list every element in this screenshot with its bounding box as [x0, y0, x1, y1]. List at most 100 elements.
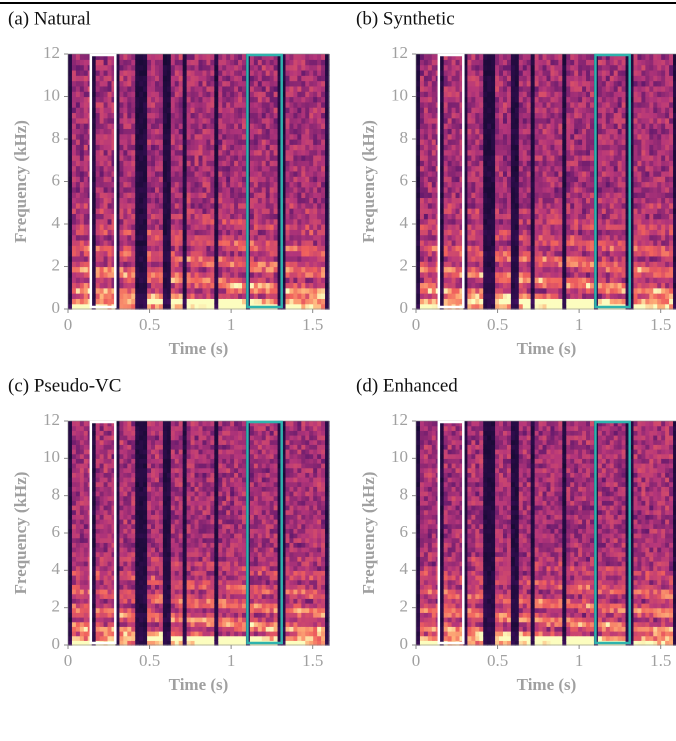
spectrogram-cell — [479, 282, 484, 288]
spectrogram-cell — [92, 229, 97, 235]
spectrogram-cell — [147, 75, 152, 81]
spectrogram-cell — [313, 86, 318, 92]
spectrogram-cell — [535, 91, 540, 97]
spectrogram-cell — [305, 187, 310, 193]
spectrogram-cell — [183, 261, 188, 267]
spectrogram-cell — [175, 70, 180, 76]
spectrogram-cell — [313, 118, 318, 124]
spectrogram-cell — [155, 197, 160, 203]
spectrogram-cell — [210, 298, 215, 304]
spectrogram-cell — [92, 282, 97, 288]
spectrogram-cell — [479, 288, 484, 294]
spectrogram-cell — [321, 150, 326, 156]
spectrogram-cell — [286, 123, 291, 129]
spectrogram-cell — [183, 150, 188, 156]
spectrogram-cell — [416, 97, 421, 103]
spectrogram-cell — [448, 229, 453, 235]
spectrogram-cell — [511, 97, 516, 103]
spectrogram-cell — [499, 75, 504, 81]
spectrogram-cell — [297, 139, 302, 145]
spectrogram-cell — [183, 176, 188, 182]
spectrogram-cell — [84, 107, 89, 113]
spectrogram-cell — [554, 81, 559, 87]
spectrogram-cell — [202, 65, 207, 71]
spectrogram-cell — [270, 224, 275, 230]
spectrogram-cell — [123, 213, 128, 219]
spectrogram-cell — [210, 65, 215, 71]
spectrogram-cell — [558, 171, 563, 177]
spectrogram-cell — [175, 187, 180, 193]
spectrogram-cell — [503, 261, 508, 267]
spectrogram-cell — [147, 128, 152, 134]
spectrogram-cell — [179, 272, 184, 278]
spectrogram-cell — [286, 213, 291, 219]
spectrogram-cell — [432, 240, 437, 246]
spectrogram-cell — [123, 245, 128, 251]
spectrogram-cell — [139, 102, 144, 108]
spectrogram-cell — [444, 282, 449, 288]
spectrogram-cell — [432, 293, 437, 299]
spectrogram-cell — [127, 251, 132, 257]
spectrogram-cell — [456, 97, 461, 103]
spectrogram-cell — [175, 213, 180, 219]
spectrogram-cell — [163, 97, 168, 103]
spectrogram-cell — [147, 229, 152, 235]
spectrogram-cell — [456, 160, 461, 166]
spectrogram-cell — [72, 65, 77, 71]
spectrogram-cell — [547, 240, 552, 246]
spectrogram-cell — [313, 166, 318, 172]
spectrogram-cell — [163, 229, 168, 235]
spectrogram-cell — [499, 261, 504, 267]
spectrogram-cell — [456, 272, 461, 278]
spectrogram-cell — [452, 97, 457, 103]
spectrogram-cell — [503, 208, 508, 214]
spectrogram-cell — [195, 112, 200, 118]
spectrogram-cell — [309, 81, 314, 87]
spectrogram-cell — [254, 251, 259, 257]
spectrogram-cell — [527, 150, 532, 156]
spectrogram-cell — [432, 251, 437, 257]
spectrogram-cell — [495, 288, 500, 294]
spectrogram-cell — [309, 240, 314, 246]
spectrogram-cell — [475, 182, 480, 188]
spectrogram-cell — [242, 134, 247, 140]
spectrogram-cell — [297, 118, 302, 124]
spectrogram-cell — [147, 277, 152, 283]
spectrogram-cell — [68, 208, 73, 214]
spectrogram-cell — [444, 251, 449, 257]
spectrogram-cell — [175, 150, 180, 156]
spectrogram-cell — [420, 150, 425, 156]
spectrogram-cell — [147, 150, 152, 156]
spectrogram-cell — [242, 118, 247, 124]
spectrogram-cell — [100, 86, 105, 92]
spectrogram-cell — [226, 128, 231, 134]
spectrogram-cell — [258, 245, 263, 251]
spectrogram-cell — [238, 134, 243, 140]
spectrogram-cell — [286, 160, 291, 166]
spectrogram-cell — [155, 155, 160, 161]
spectrogram-cell — [424, 235, 429, 241]
spectrogram-cell — [511, 144, 516, 150]
spectrogram-cell — [171, 267, 176, 273]
spectrogram-cell — [491, 298, 496, 304]
spectrogram-cell — [535, 277, 540, 283]
spectrogram-cell — [286, 251, 291, 257]
spectrogram-cell — [515, 86, 520, 92]
spectrogram-cell — [230, 213, 235, 219]
spectrogram-cell — [289, 54, 294, 60]
spectrogram-cell — [147, 182, 152, 188]
spectrogram-cell — [167, 144, 172, 150]
spectrogram-cell — [250, 128, 255, 134]
spectrogram-cell — [523, 229, 528, 235]
spectrogram-cell — [230, 251, 235, 257]
spectrogram-cell — [76, 176, 81, 182]
spectrogram-cell — [218, 197, 223, 203]
spectrogram-cell — [432, 277, 437, 283]
spectrogram-cell — [558, 59, 563, 65]
spectrogram-cell — [127, 235, 132, 241]
spectrogram-cell — [151, 70, 156, 76]
spectrogram-cell — [313, 54, 318, 60]
spectrogram-cell — [467, 91, 472, 97]
spectrogram-cell — [507, 182, 512, 188]
spectrogram-cell — [179, 102, 184, 108]
